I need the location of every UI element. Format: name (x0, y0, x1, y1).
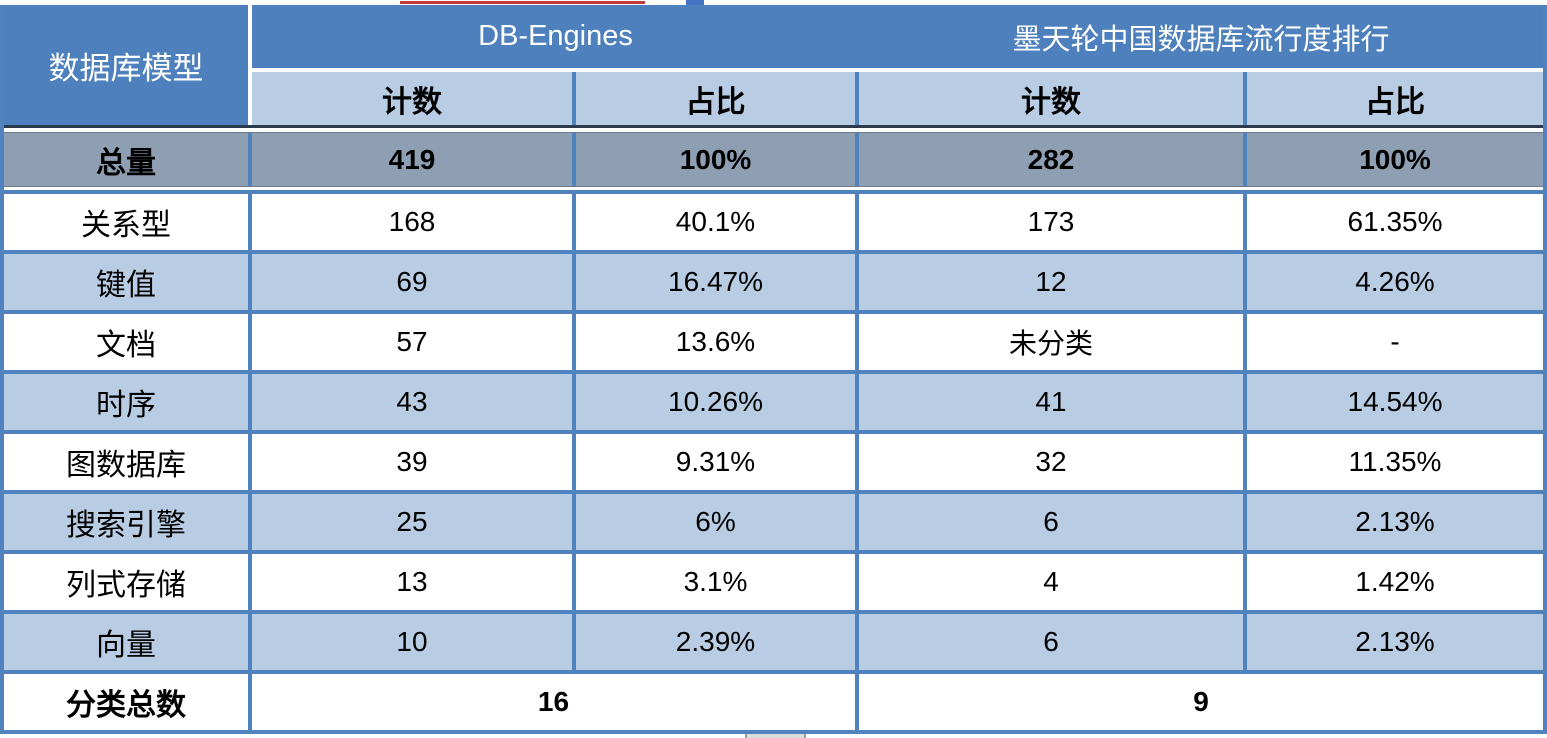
dbengines-share-cell: 2.39% (576, 614, 859, 670)
motianlun-count-cell: 32 (859, 434, 1247, 490)
dbengines-count-cell: 69 (252, 254, 576, 310)
motianlun-count-cell: 4 (859, 554, 1247, 610)
subheader-dbengines-share: 占比 (576, 72, 859, 125)
motianlun-count-cell: 6 (859, 494, 1247, 550)
table-row-graph: 图数据库 39 9.31% 32 11.35% (4, 434, 1543, 490)
dbengines-category-total: 16 (252, 674, 859, 730)
row-label: 向量 (4, 614, 252, 670)
table-row-columnar: 列式存储 13 3.1% 4 1.42% (4, 554, 1543, 610)
dbengines-count-cell: 57 (252, 314, 576, 370)
dbengines-count-cell: 13 (252, 554, 576, 610)
row-label: 文档 (4, 314, 252, 370)
table-row-relational: 关系型 168 40.1% 173 61.35% (4, 194, 1543, 250)
motianlun-count-cell: 41 (859, 374, 1247, 430)
group-header-db-engines: DB-Engines (252, 5, 859, 68)
dbengines-count-cell: 43 (252, 374, 576, 430)
table-row-search-engine: 搜索引擎 25 6% 6 2.13% (4, 494, 1543, 550)
motianlun-share-cell: 4.26% (1355, 266, 1435, 297)
motianlun-category-total: 9 (1193, 686, 1209, 717)
subheader-dbengines-count: 计数 (252, 72, 576, 125)
table-header: 数据库模型 DB-Engines 墨天轮中国数据库流行度排行 计数 占比 计数 … (4, 5, 1543, 128)
corner-header-cell: 数据库模型 (4, 5, 252, 125)
table-row-vector: 向量 10 2.39% 6 2.13% (4, 614, 1543, 670)
motianlun-count-cell: 173 (859, 194, 1247, 250)
total-motianlun-share: 100% (1359, 143, 1431, 175)
top-crop-artifact (0, 0, 1547, 5)
header-gap (252, 68, 1543, 72)
row-label: 图数据库 (4, 434, 252, 490)
table-row-keyvalue: 键值 69 16.47% 12 4.26% (4, 254, 1543, 310)
dbengines-share-cell: 10.26% (576, 374, 859, 430)
motianlun-share-cell: 14.54% (1347, 386, 1443, 417)
table-row-timeseries: 时序 43 10.26% 41 14.54% (4, 374, 1543, 430)
table-row-document: 文档 57 13.6% 未分类 - (4, 314, 1543, 370)
motianlun-count-cell: 未分类 (859, 314, 1247, 370)
dbengines-share-cell: 16.47% (576, 254, 859, 310)
motianlun-share-cell: 11.35% (1348, 446, 1442, 477)
row-label: 键值 (4, 254, 252, 310)
table-bottom-border (0, 730, 1547, 734)
dbengines-count-cell: 25 (252, 494, 576, 550)
total-row: 总量 419 100% 282 100% (4, 133, 1543, 186)
motianlun-count-cell: 12 (859, 254, 1247, 310)
dbengines-count-cell: 168 (252, 194, 576, 250)
blue-line-artifact (686, 0, 704, 5)
red-line-artifact (400, 1, 645, 4)
row-label: 时序 (4, 374, 252, 430)
table-row-category-total: 分类总数 16 9 (4, 674, 1543, 730)
bottom-crop-artifact (0, 734, 1547, 738)
db-model-comparison-table: 数据库模型 DB-Engines 墨天轮中国数据库流行度排行 计数 占比 计数 … (0, 5, 1547, 730)
row-label: 分类总数 (4, 674, 252, 730)
subheader-motianlun-share: 占比 (1247, 72, 1543, 125)
group-header-motianlun: 墨天轮中国数据库流行度排行 (859, 5, 1543, 68)
scrollbar-thumb-artifact (745, 734, 806, 738)
dbengines-count-cell: 10 (252, 614, 576, 670)
total-dbengines-share: 100% (576, 133, 859, 186)
dbengines-share-cell: 13.6% (576, 314, 859, 370)
table-body: 关系型 168 40.1% 173 61.35% 键值 69 16.47% 12… (4, 190, 1543, 730)
motianlun-share-cell: 2.13% (1355, 626, 1435, 657)
motianlun-share-cell: 1.42% (1355, 566, 1435, 597)
total-motianlun-count: 282 (859, 133, 1247, 186)
dbengines-share-cell: 9.31% (576, 434, 859, 490)
dbengines-count-cell: 39 (252, 434, 576, 490)
row-label: 搜索引擎 (4, 494, 252, 550)
dbengines-share-cell: 40.1% (576, 194, 859, 250)
motianlun-share-cell: 2.13% (1355, 506, 1435, 537)
row-label: 总量 (4, 133, 252, 186)
motianlun-count-cell: 6 (859, 614, 1247, 670)
motianlun-share-cell: 61.35% (1347, 206, 1443, 237)
total-row-wrapper: 总量 419 100% 282 100% (4, 128, 1543, 190)
total-dbengines-count: 419 (252, 133, 576, 186)
dbengines-share-cell: 6% (576, 494, 859, 550)
dbengines-share-cell: 3.1% (576, 554, 859, 610)
row-label: 列式存储 (4, 554, 252, 610)
subheader-motianlun-count: 计数 (859, 72, 1247, 125)
row-label: 关系型 (4, 194, 252, 250)
motianlun-share-cell: - (1390, 326, 1400, 357)
